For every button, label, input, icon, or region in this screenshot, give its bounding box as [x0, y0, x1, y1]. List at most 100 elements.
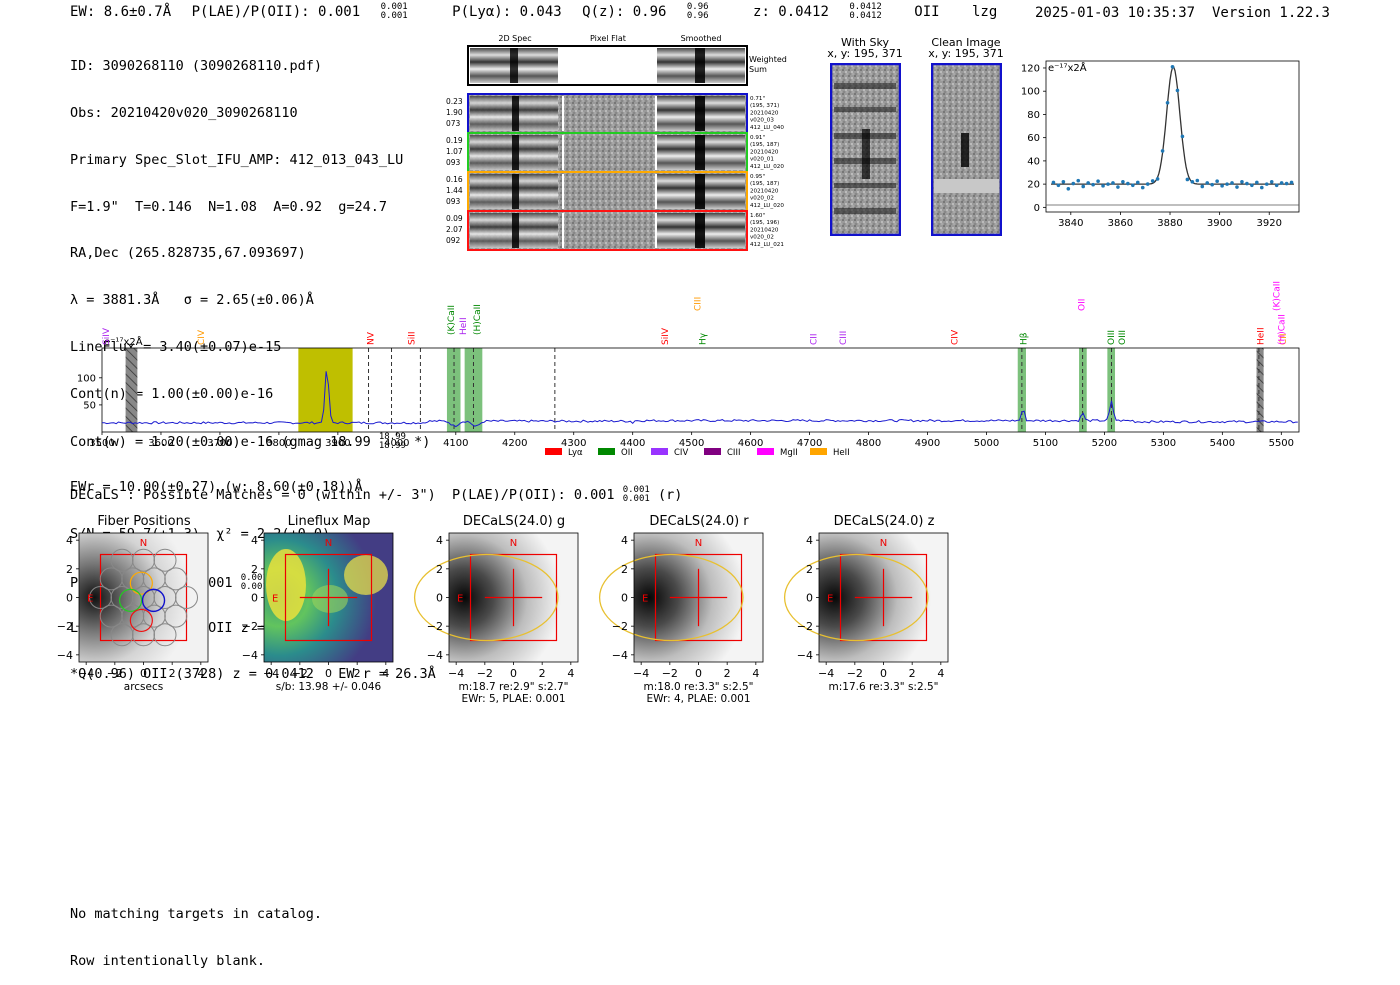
spectral-line-label: OIII	[1118, 330, 1128, 345]
panel-ytick: −4	[57, 649, 73, 662]
legend-swatch	[598, 448, 615, 455]
info-amp: Primary Spec_Slot_IFU_AMP: 412_013_043_L…	[70, 151, 404, 168]
cutout-row-meta: v020_03	[750, 118, 774, 124]
cutout-row-stat: 0.23	[446, 97, 463, 106]
panel-xtick: 0	[510, 667, 517, 680]
zoom-yticks: 120 100 80 60 40 20 0	[1021, 63, 1046, 214]
panel-ytick: 2	[251, 563, 258, 576]
panel-xtick: −2	[662, 667, 678, 680]
data-point	[1175, 88, 1180, 93]
zoom-xtick: 3880	[1157, 218, 1182, 229]
panel-ytick: −2	[57, 620, 73, 633]
spectrum-xtick: 4000	[384, 438, 409, 449]
legend-label: CIII	[727, 448, 740, 458]
cutout-row-stat: 0.19	[446, 136, 463, 145]
info-contn: Cont(n) = 1.00(±0.00)e-16	[70, 385, 274, 402]
line-band	[464, 348, 474, 432]
cutout-row-meta: 412_LU_020	[750, 164, 784, 170]
sum-label: Sum	[749, 65, 767, 74]
data-point	[1274, 183, 1279, 188]
data-point	[1170, 65, 1175, 69]
spectrum-ytick: 50	[83, 400, 96, 411]
zoom-ytick: 120	[1021, 63, 1040, 74]
panel-xtick: 2	[539, 667, 546, 680]
zoom-unit: e⁻¹⁷x2Å	[1048, 61, 1087, 74]
panel-xtick: 0	[140, 667, 147, 680]
cutout-row-meta: v020_02	[750, 196, 774, 202]
panel-xtick: 0	[880, 667, 887, 680]
col-label-pixelflat: Pixel Flat	[590, 34, 626, 43]
cutout-row: 0.16 1.44 093 0.95"(195, 187)20210420 v020_0…	[446, 171, 784, 212]
spectrum-xtick: 5000	[974, 438, 999, 449]
data-point	[1160, 149, 1165, 153]
spectrum-legend: Lyα OII CIV CIII MgII HeII	[545, 448, 850, 458]
panel-ytick: 0	[806, 592, 813, 605]
data-point	[1180, 134, 1185, 139]
cutout-row-meta: 20210420	[750, 149, 779, 155]
col-label-smoothed: Smoothed	[681, 34, 722, 43]
east-label: E	[272, 594, 278, 605]
panel-ytick: −4	[797, 649, 813, 662]
aperture-box	[839, 553, 928, 642]
legend-label: HeII	[833, 448, 850, 458]
decals-header: DECaLS : Possible Matches = 0 (within +/…	[70, 485, 683, 504]
spectrum-xtick: 4200	[502, 438, 527, 449]
data-point	[1066, 186, 1071, 191]
panel-ytick: 2	[806, 563, 813, 576]
data-point	[1205, 181, 1210, 185]
timestamp: 2025-01-03 10:35:37	[1034, 5, 1196, 21]
spectral-line-label: Hγ	[698, 332, 708, 345]
decals-panel-title: Fiber Positions	[97, 514, 190, 529]
decals-panel-title: DECaLS(24.0) g	[463, 514, 565, 529]
galaxy-ellipse	[598, 553, 744, 642]
spectral-line-label: Hβ	[1020, 332, 1030, 345]
panel-xtick: −4	[818, 667, 834, 680]
data-point	[1076, 178, 1081, 183]
cutout-row-meta: 412_LU_020	[750, 203, 784, 209]
with-sky-title: With Sky x, y: 195, 371	[827, 36, 903, 60]
spectrum-xtick: 4400	[620, 438, 645, 449]
zoom-ytick: 0	[1034, 203, 1040, 214]
cutout-row-meta: 0.71"	[750, 96, 765, 102]
panel-xtick: 2	[354, 667, 361, 680]
spectral-line-label: CII	[1279, 333, 1289, 345]
cutout-row-meta: 1.60"	[750, 213, 765, 219]
east-label: E	[827, 594, 833, 605]
spectrum-xtick: 4100	[443, 438, 468, 449]
cutout-row-meta: 20210420	[750, 188, 779, 194]
summary-line: EW: 8.6±0.7Å P(LAE)/P(OII): 0.001 0.001 0…	[70, 3, 1009, 21]
spectrum-unit: e⁻¹⁷x2Å	[104, 335, 143, 348]
data-point	[1284, 181, 1289, 186]
panel-caption: m:18.7 re:2.9" s:2.7"	[459, 681, 569, 693]
panel-xtick: 0	[695, 667, 702, 680]
galaxy-ellipse	[783, 553, 929, 642]
cutout-row-stat: 0.09	[446, 214, 463, 223]
data-point	[1091, 182, 1095, 187]
cutout-row-stat: 2.07	[446, 225, 463, 234]
data-point	[1215, 179, 1219, 184]
east-label: E	[642, 594, 648, 605]
data-point	[1279, 181, 1284, 185]
aperture-box	[284, 553, 373, 642]
data-point	[1230, 181, 1234, 185]
panel-caption: s/b: 13.98 +/- 0.046	[276, 681, 382, 693]
spectrum-line	[101, 371, 1298, 428]
data-point	[1195, 178, 1200, 183]
cutout-row-meta: (195, 196)	[750, 220, 779, 226]
timestamp-version: 2025-01-03 10:35:37 Version 1.22.3	[1035, 5, 1330, 21]
panel-ytick: 4	[621, 534, 628, 547]
panel-caption: EWr: 5, PLAE: 0.001	[461, 693, 565, 705]
panel-ytick: 2	[66, 563, 73, 576]
cutout-row-stat: 1.07	[446, 147, 463, 156]
decals-panels: Fiber Positions N E 4 2 0 −2 −4 −4 −2 0 2 4 arcsecs Li…	[40, 510, 990, 725]
zoom-ytick: 20	[1027, 180, 1040, 191]
spectral-line-label: HeII	[459, 317, 469, 335]
cutout-row-stat: 073	[446, 119, 461, 128]
data-point	[1225, 182, 1229, 186]
panel-ytick: 0	[66, 592, 73, 605]
data-point	[1245, 181, 1249, 186]
spectrum-xtick: 3500	[89, 438, 114, 449]
panel-ytick: −2	[612, 620, 628, 633]
